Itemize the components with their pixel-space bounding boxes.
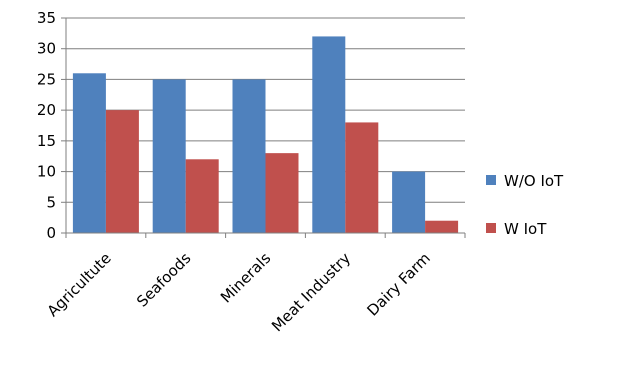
bars: [72, 36, 459, 234]
y-tick-label: 25: [37, 70, 56, 88]
x-tick-label: Seafoods: [133, 249, 195, 311]
legend: W/O IoT W IoT: [486, 172, 564, 238]
y-tick-label: 10: [37, 163, 56, 181]
y-tick-label: 35: [37, 9, 56, 27]
bar-w-iot-3: [345, 122, 379, 233]
x-tick-label: Minerals: [217, 249, 275, 307]
bar-w-iot-4: [425, 220, 459, 233]
y-tick-label: 0: [46, 224, 56, 242]
bar-w-iot-2: [265, 153, 299, 233]
legend-label-w-iot: W IoT: [504, 220, 547, 238]
bar-w-iot-1: [185, 159, 219, 233]
bar-wo-iot-2: [232, 79, 266, 233]
legend-label-wo-iot: W/O IoT: [504, 172, 564, 190]
legend-swatch-w-iot: [486, 223, 496, 233]
legend-swatch-wo-iot: [486, 175, 496, 185]
bar-w-iot-0: [105, 110, 139, 233]
x-tick-label: Meat Industry: [268, 249, 354, 335]
y-axis: 0 5 10 15 20 25 30 35: [37, 9, 67, 242]
x-tick-label: Dairy Farm: [363, 249, 433, 319]
bar-wo-iot-3: [312, 36, 346, 233]
y-tick-label: 15: [37, 132, 56, 150]
bar-wo-iot-0: [72, 73, 106, 234]
bar-wo-iot-1: [152, 79, 186, 233]
y-tick-label: 5: [46, 193, 56, 211]
y-tick-label: 20: [37, 101, 56, 119]
bar-wo-iot-4: [392, 171, 426, 233]
x-tick-label: Agricultute: [44, 249, 115, 320]
y-tick-label: 30: [37, 40, 56, 58]
